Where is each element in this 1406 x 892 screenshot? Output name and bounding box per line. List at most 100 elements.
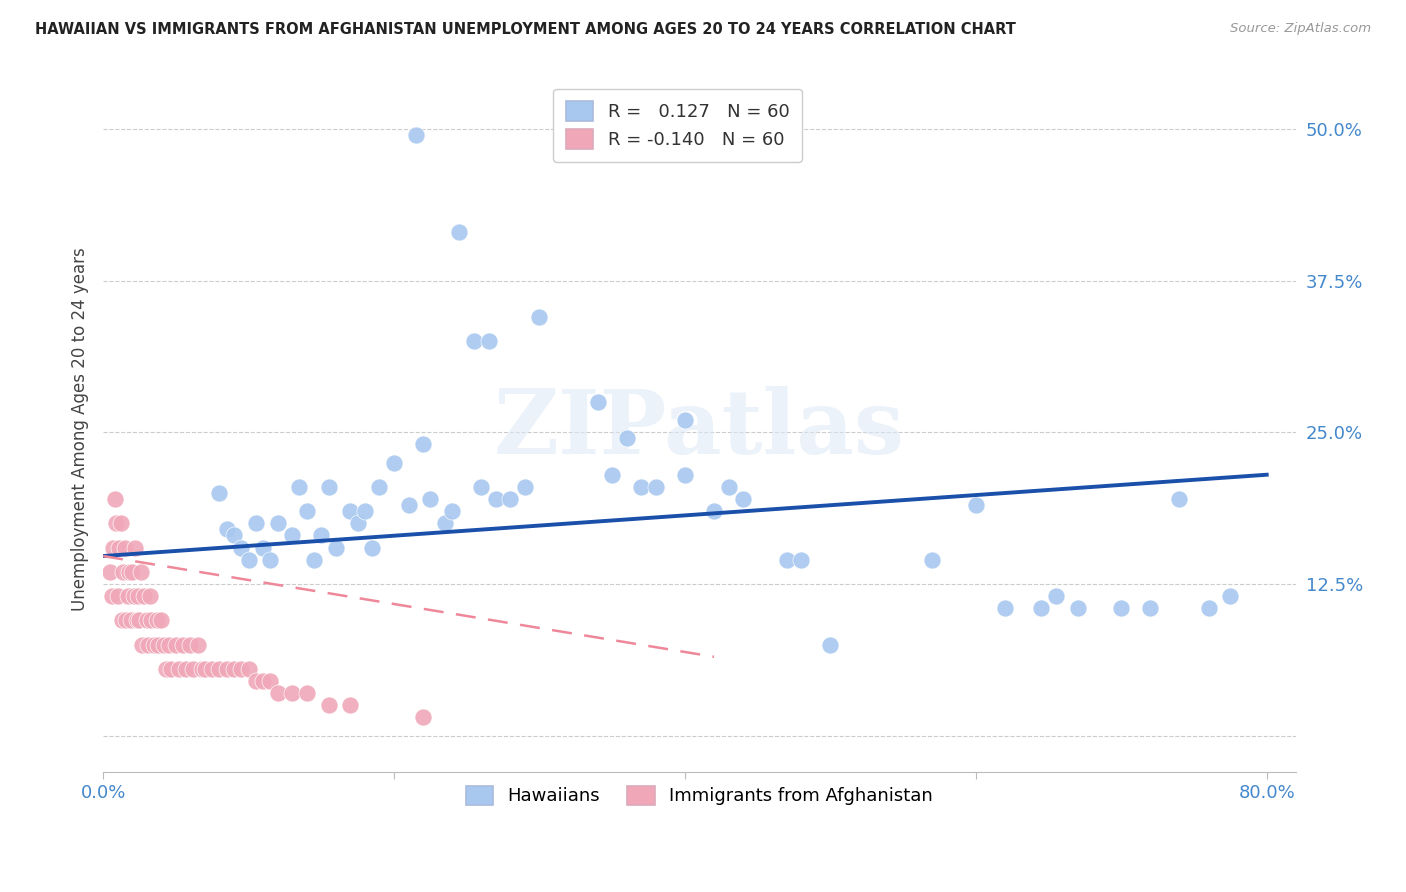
Point: [208, 486, 231, 500]
Point: [117, 589, 139, 603]
Point: [179, 638, 201, 652]
Point: [100, 565, 122, 579]
Point: [238, 662, 260, 676]
Point: [412, 710, 434, 724]
Point: [1219, 589, 1241, 603]
Point: [187, 638, 209, 652]
Point: [586, 395, 609, 409]
Point: [115, 613, 138, 627]
Point: [318, 698, 340, 713]
Point: [165, 638, 187, 652]
Point: [673, 413, 696, 427]
Point: [281, 686, 304, 700]
Point: [153, 638, 176, 652]
Point: [733, 491, 755, 506]
Point: [368, 480, 391, 494]
Legend: Hawaiians, Immigrants from Afghanistan: Hawaiians, Immigrants from Afghanistan: [457, 777, 942, 814]
Point: [354, 504, 377, 518]
Point: [143, 638, 166, 652]
Point: [346, 516, 368, 531]
Point: [181, 662, 204, 676]
Point: [499, 491, 522, 506]
Point: [104, 491, 127, 506]
Point: [238, 552, 260, 566]
Point: [1168, 491, 1191, 506]
Point: [1109, 601, 1132, 615]
Point: [477, 334, 499, 349]
Point: [132, 589, 155, 603]
Text: HAWAIIAN VS IMMIGRANTS FROM AFGHANISTAN UNEMPLOYMENT AMONG AGES 20 TO 24 YEARS C: HAWAIIAN VS IMMIGRANTS FROM AFGHANISTAN …: [35, 22, 1017, 37]
Point: [441, 504, 464, 518]
Point: [600, 467, 623, 482]
Point: [231, 541, 253, 555]
Point: [339, 504, 361, 518]
Point: [110, 516, 132, 531]
Point: [311, 528, 333, 542]
Point: [139, 613, 162, 627]
Point: [127, 589, 149, 603]
Point: [138, 589, 160, 603]
Point: [449, 225, 471, 239]
Point: [129, 565, 152, 579]
Point: [1198, 601, 1220, 615]
Text: ZIPatlas: ZIPatlas: [494, 385, 905, 473]
Point: [1139, 601, 1161, 615]
Point: [295, 504, 318, 518]
Point: [1031, 601, 1053, 615]
Point: [529, 310, 551, 324]
Point: [103, 541, 125, 555]
Point: [160, 662, 183, 676]
Point: [1066, 601, 1088, 615]
Point: [302, 552, 325, 566]
Point: [146, 613, 169, 627]
Point: [245, 674, 267, 689]
Point: [361, 541, 384, 555]
Point: [122, 589, 145, 603]
Point: [776, 552, 799, 566]
Point: [470, 480, 492, 494]
Point: [157, 638, 180, 652]
Point: [318, 480, 340, 494]
Point: [222, 662, 245, 676]
Point: [121, 565, 143, 579]
Point: [201, 662, 224, 676]
Point: [101, 589, 124, 603]
Point: [111, 613, 134, 627]
Point: [112, 565, 135, 579]
Point: [703, 504, 725, 518]
Point: [419, 491, 441, 506]
Y-axis label: Unemployment Among Ages 20 to 24 years: Unemployment Among Ages 20 to 24 years: [72, 247, 89, 611]
Point: [295, 686, 318, 700]
Point: [994, 601, 1017, 615]
Point: [245, 516, 267, 531]
Point: [673, 467, 696, 482]
Point: [790, 552, 813, 566]
Point: [252, 674, 274, 689]
Point: [231, 662, 253, 676]
Point: [382, 456, 405, 470]
Point: [1045, 589, 1067, 603]
Point: [325, 541, 347, 555]
Point: [717, 480, 740, 494]
Point: [174, 662, 197, 676]
Point: [513, 480, 536, 494]
Point: [194, 662, 217, 676]
Point: [252, 541, 274, 555]
Point: [150, 613, 173, 627]
Point: [120, 613, 142, 627]
Point: [148, 638, 170, 652]
Point: [124, 541, 146, 555]
Point: [105, 516, 128, 531]
Point: [412, 437, 434, 451]
Point: [463, 334, 485, 349]
Point: [644, 480, 666, 494]
Point: [107, 589, 129, 603]
Point: [131, 638, 153, 652]
Point: [266, 516, 288, 531]
Point: [339, 698, 361, 713]
Point: [259, 674, 281, 689]
Point: [191, 662, 214, 676]
Point: [136, 638, 159, 652]
Point: [155, 662, 177, 676]
Point: [118, 565, 141, 579]
